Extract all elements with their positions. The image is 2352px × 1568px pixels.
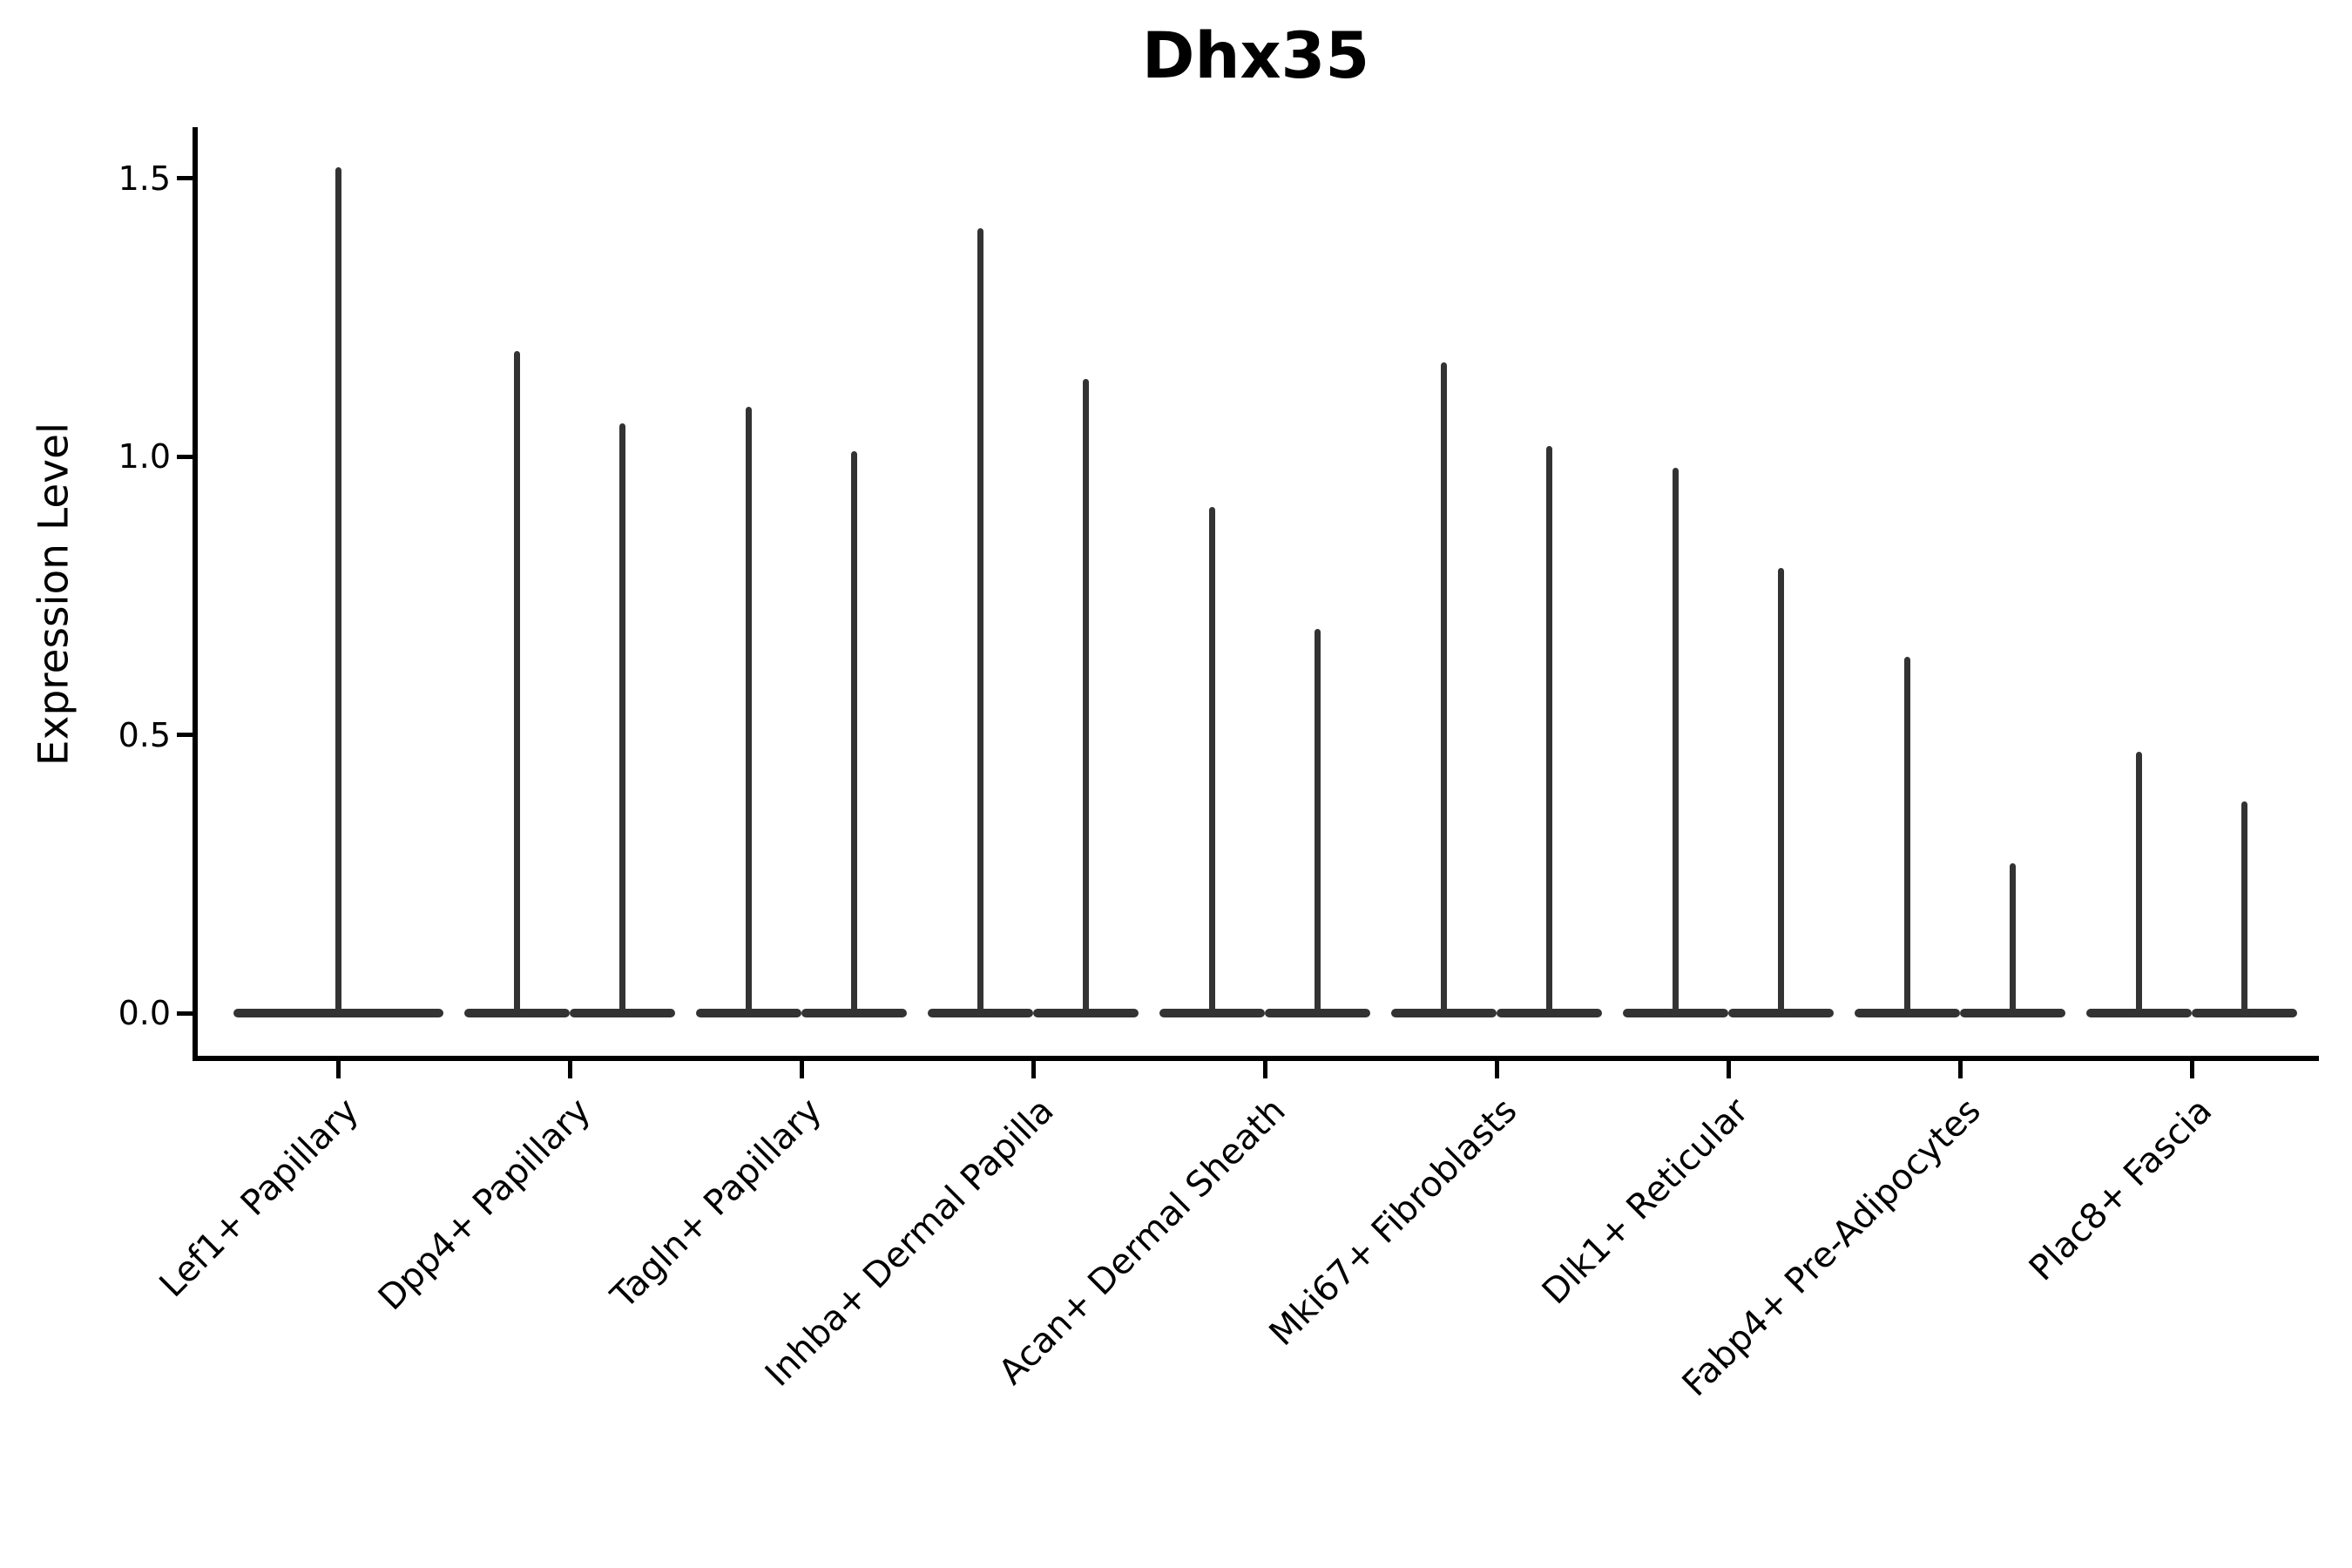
violin-spike (1904, 657, 1910, 1013)
violin-base (1728, 1009, 1834, 1017)
x-tick-label: Plac8+ Fascia (2022, 1091, 2220, 1289)
x-axis-spine (193, 1056, 2319, 1061)
x-tick-mark (1494, 1061, 1499, 1078)
violin-base (928, 1009, 1033, 1017)
violin-spike (1673, 468, 1679, 1013)
x-tick-mark (1031, 1061, 1036, 1078)
violin-spike (851, 450, 857, 1013)
violin-base (1159, 1009, 1265, 1017)
violin-spike (1546, 445, 1552, 1013)
x-tick-mark (1726, 1061, 1731, 1078)
y-axis-spine (193, 127, 198, 1061)
violin-spike (2010, 862, 2016, 1013)
x-tick-label: Lef1+ Papillary (152, 1091, 367, 1306)
y-tick-label: 1.5 (118, 159, 171, 198)
y-tick-mark (177, 176, 193, 181)
y-tick-label: 1.0 (118, 437, 171, 476)
y-tick-mark (177, 454, 193, 459)
y-tick-label: 0.0 (118, 994, 171, 1032)
violin-base (233, 1009, 443, 1017)
y-tick-mark (177, 733, 193, 738)
violin-base (464, 1009, 570, 1017)
x-tick-mark (335, 1061, 341, 1078)
violin-spike (1315, 629, 1321, 1013)
violin-spike (1441, 362, 1447, 1013)
x-tick-label: Tagln+ Papillary (604, 1091, 830, 1317)
violin-base (1855, 1009, 1960, 1017)
violin-spike (1778, 568, 1784, 1013)
violin-base (1265, 1009, 1370, 1017)
violin-base (696, 1009, 801, 1017)
x-tick-label: Mki67+ Fibroblasts (1261, 1091, 1525, 1354)
chart-title: Dhx35 (1141, 19, 1370, 93)
x-tick-mark (2189, 1061, 2194, 1078)
violin-base (1033, 1009, 1139, 1017)
x-tick-label: Dlk1+ Reticular (1535, 1091, 1757, 1313)
violin-spike (2136, 751, 2142, 1013)
y-tick-label: 0.5 (118, 715, 171, 754)
violin-base (1623, 1009, 1728, 1017)
x-tick-mark (799, 1061, 804, 1078)
violin-base (1497, 1009, 1602, 1017)
x-tick-mark (567, 1061, 572, 1078)
violin-spike (977, 228, 983, 1013)
y-tick-mark (177, 1010, 193, 1016)
x-tick-label: Dpp4+ Papillary (370, 1091, 598, 1319)
x-tick-mark (1957, 1061, 1963, 1078)
violin-spike (514, 350, 520, 1013)
violin-base (1960, 1009, 2065, 1017)
violin-spike (335, 167, 341, 1013)
violin-base (2086, 1009, 2192, 1017)
violin-spike (746, 406, 752, 1013)
violin-spike (619, 423, 625, 1013)
violin-spike (1083, 378, 1089, 1013)
violin-spike (1209, 506, 1215, 1013)
x-tick-mark (1262, 1061, 1267, 1078)
violin-base (801, 1009, 907, 1017)
violin-base (1391, 1009, 1497, 1017)
violin-base (2192, 1009, 2297, 1017)
violin-base (570, 1009, 675, 1017)
violin-spike (2241, 801, 2247, 1013)
